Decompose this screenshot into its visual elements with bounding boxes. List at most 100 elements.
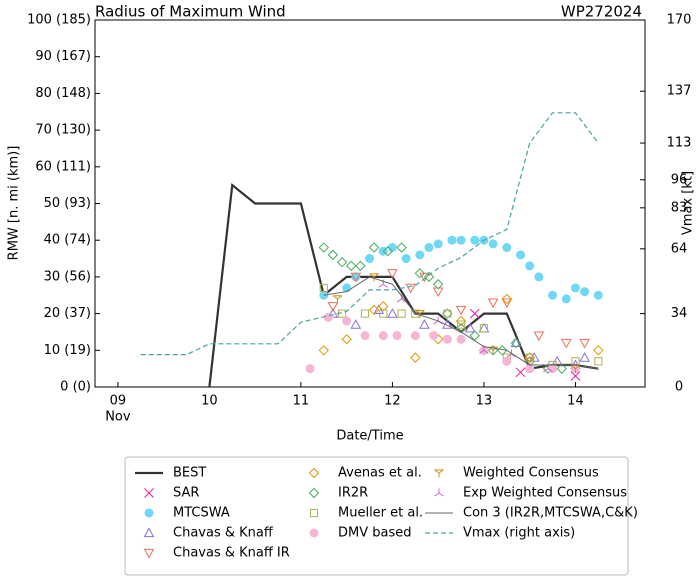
y2-tick-label: 83 [671, 200, 688, 215]
y-axis-label: RMW [n. mi (km)] [7, 146, 22, 261]
marker [414, 268, 426, 279]
y-tick-label: 20 (37) [44, 306, 91, 321]
marker [368, 304, 380, 316]
marker [447, 235, 457, 245]
legend-label: MTCSWA [173, 506, 230, 521]
marker [561, 294, 571, 304]
marker [456, 320, 466, 329]
marker [308, 467, 320, 479]
marker [351, 272, 361, 282]
marker [556, 363, 567, 374]
series-line [208, 183, 599, 388]
marker [488, 346, 498, 355]
x-tick-label: 12 [384, 394, 401, 409]
x-tick-label: 10 [201, 394, 218, 409]
marker [570, 365, 581, 374]
marker [455, 315, 467, 327]
y2-tick-label: 137 [667, 84, 692, 99]
marker [346, 260, 357, 272]
marker [570, 283, 580, 293]
marker [594, 357, 603, 366]
marker [327, 308, 339, 318]
x-tick-sublabel: Nov [105, 410, 131, 425]
x-tick-label: 11 [293, 394, 310, 409]
marker [305, 364, 315, 374]
marker [341, 334, 352, 345]
marker [318, 345, 329, 356]
marker [525, 261, 535, 271]
legend-label: DMV based [338, 526, 412, 541]
marker [332, 295, 343, 304]
legend-label: Exp Weighted Consensus [463, 486, 627, 501]
legend-frame [124, 456, 629, 576]
marker [415, 309, 425, 319]
marker [143, 527, 155, 538]
marker [411, 309, 420, 318]
marker [432, 287, 444, 298]
legend-label: Vmax (right axis) [463, 526, 575, 541]
y2-tick-label: 113 [667, 136, 692, 151]
x-axis-label: Date/Time [336, 429, 403, 444]
marker [360, 309, 370, 318]
marker [397, 309, 406, 318]
plot-frame [94, 19, 646, 388]
marker [379, 309, 388, 318]
marker [469, 308, 480, 319]
marker [342, 316, 352, 326]
y-tick-label: 40 (74) [44, 233, 91, 248]
marker [455, 305, 467, 316]
legend-label: Chavas & Knaff IR [173, 546, 290, 561]
marker [579, 352, 590, 362]
marker [410, 352, 421, 363]
marker [424, 243, 434, 253]
marker [548, 290, 558, 300]
marker [469, 330, 480, 341]
marker [143, 548, 155, 559]
marker [308, 487, 320, 499]
marker [319, 283, 328, 293]
marker [382, 246, 394, 257]
marker [309, 528, 319, 538]
y-tick-label: 80 (148) [35, 86, 91, 101]
marker [401, 254, 411, 264]
storm-id: WP272024 [561, 3, 642, 21]
legend-label: Con 3 (IR2R,MTCSWA,C&K) [463, 506, 638, 521]
marker [464, 322, 476, 333]
marker [593, 290, 603, 300]
legend-label: IR2R [338, 486, 368, 501]
legend-label: BEST [173, 466, 206, 481]
marker [396, 242, 407, 253]
marker [387, 243, 397, 253]
legend-label: Weighted Consensus [463, 466, 599, 481]
y-tick-label: 60 (111) [35, 159, 91, 174]
marker [488, 239, 498, 249]
y-tick-label: 70 (130) [35, 123, 91, 138]
legend-label: Chavas & Knaff [173, 526, 274, 541]
marker [434, 469, 444, 478]
marker [378, 279, 389, 288]
marker [502, 243, 512, 253]
marker [350, 319, 362, 329]
marker [551, 355, 563, 366]
marker [318, 242, 329, 253]
marker [479, 324, 489, 333]
y-tick-label: 30 (56) [44, 269, 91, 284]
marker [443, 309, 452, 318]
marker [327, 249, 339, 261]
legend-label: Mueller et al. [338, 506, 423, 521]
series-line [140, 112, 599, 356]
marker [410, 331, 420, 341]
marker [487, 298, 499, 309]
marker [524, 357, 535, 366]
marker [442, 308, 453, 319]
marker [501, 293, 513, 305]
marker [560, 338, 572, 349]
marker [144, 508, 154, 518]
marker [570, 371, 581, 381]
marker [419, 319, 430, 329]
marker [327, 302, 339, 312]
marker [516, 250, 526, 260]
y-tick-label: 100 (185) [27, 13, 91, 28]
marker [456, 235, 466, 245]
marker [548, 364, 558, 374]
